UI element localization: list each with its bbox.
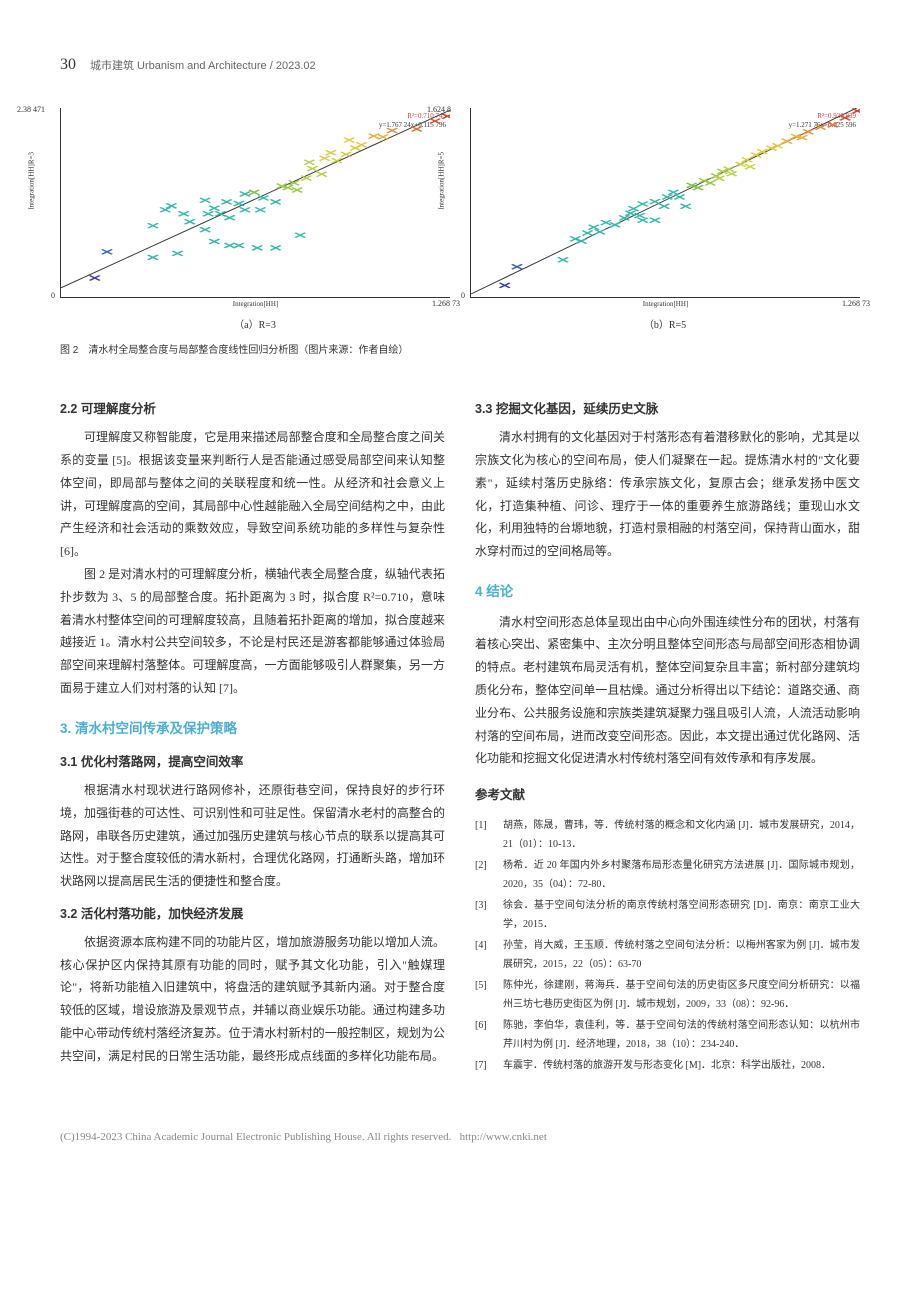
paragraph: 可理解度又称智能度，它是用来描述局部整合度和全局整合度之间关系的变量 [5]。根…: [60, 426, 445, 563]
page-number: 30: [60, 50, 76, 80]
page-footer: (C)1994-2023 China Academic Journal Elec…: [60, 1127, 860, 1148]
references-title: 参考文献: [475, 784, 860, 808]
paragraph: 依据资源本底构建不同的功能片区，增加旅游服务功能以增加人流。核心保护区内保持其原…: [60, 931, 445, 1068]
paragraph: 根据清水村现状进行路网修补，还原街巷空间，保持良好的步行环境，加强街巷的可达性、…: [60, 779, 445, 893]
journal-title: 城市建筑 Urbanism and Architecture / 2023.02: [90, 56, 316, 77]
scatter-chart-b: 1.624 8 0 1.268 73 Integration[HH]R=5 In…: [470, 108, 860, 298]
paragraph: 清水村空间形态总体呈现出由中心向外围连续性分布的团状，村落有着核心突出、紧密集中…: [475, 611, 860, 771]
heading-2-2: 2.2 可理解度分析: [60, 398, 445, 422]
reference-item: [7]车震宇．传统村落的旅游开发与形态变化 [M]．北京：科学出版社，2008．: [475, 1056, 860, 1075]
figure-2-panel-a: 2.38 471 0 1.268 73 Integration[HH]R=3 I…: [60, 108, 450, 335]
panel-a-label: （a）R=3: [60, 316, 450, 335]
reference-item: [4]孙莹，肖大威，王玉顺．传统村落之空间句法分析：以梅州客家为例 [J]．城市…: [475, 936, 860, 974]
figure-2-caption: 图 2 清水村全局整合度与局部整合度线性回归分析图（图片来源：作者自绘）: [60, 341, 860, 360]
references-list: [1]胡燕，陈晟，曹玮，等．传统村落的概念和文化内涵 [J]．城市发展研究，20…: [475, 816, 860, 1075]
page-header: 30 城市建筑 Urbanism and Architecture / 2023…: [60, 50, 860, 80]
heading-3-3: 3.3 挖掘文化基因，延续历史文脉: [475, 398, 860, 422]
figure-2: 2.38 471 0 1.268 73 Integration[HH]R=3 I…: [60, 108, 860, 335]
heading-4: 4 结论: [475, 579, 860, 605]
figure-2-panel-b: 1.624 8 0 1.268 73 Integration[HH]R=5 In…: [470, 108, 860, 335]
reference-item: [6]陈驰，李伯华，袁佳利，等．基于空间句法的传统村落空间形态认知：以杭州市芹川…: [475, 1016, 860, 1054]
paragraph: 清水村拥有的文化基因对于村落形态有着潜移默化的影响，尤其是以宗族文化为核心的空间…: [475, 426, 860, 563]
right-column: 3.3 挖掘文化基因，延续历史文脉 清水村拥有的文化基因对于村落形态有着潜移默化…: [475, 388, 860, 1077]
reference-item: [3]徐会．基于空间句法分析的南京传统村落空间形态研究 [D]．南京：南京工业大…: [475, 896, 860, 934]
body-columns: 2.2 可理解度分析 可理解度又称智能度，它是用来描述局部整合度和全局整合度之间…: [60, 388, 860, 1077]
reference-item: [1]胡燕，陈晟，曹玮，等．传统村落的概念和文化内涵 [J]．城市发展研究，20…: [475, 816, 860, 854]
reference-item: [5]陈仲光，徐建刚，蒋海兵．基于空间句法的历史街区多尺度空间分析研究：以福州三…: [475, 976, 860, 1014]
heading-3-1: 3.1 优化村落路网，提高空间效率: [60, 751, 445, 775]
reference-item: [2]杨希．近 20 年国内外乡村聚落布局形态量化研究方法进展 [J]．国际城市…: [475, 856, 860, 894]
scatter-chart-a: 2.38 471 0 1.268 73 Integration[HH]R=3 I…: [60, 108, 450, 298]
heading-3-2: 3.2 活化村落功能，加快经济发展: [60, 903, 445, 927]
left-column: 2.2 可理解度分析 可理解度又称智能度，它是用来描述局部整合度和全局整合度之间…: [60, 388, 445, 1077]
panel-b-label: （b）R=5: [470, 316, 860, 335]
heading-3: 3. 清水村空间传承及保护策略: [60, 716, 445, 742]
paragraph: 图 2 是对清水村的可理解度分析，横轴代表全局整合度，纵轴代表拓扑步数为 3、5…: [60, 563, 445, 700]
